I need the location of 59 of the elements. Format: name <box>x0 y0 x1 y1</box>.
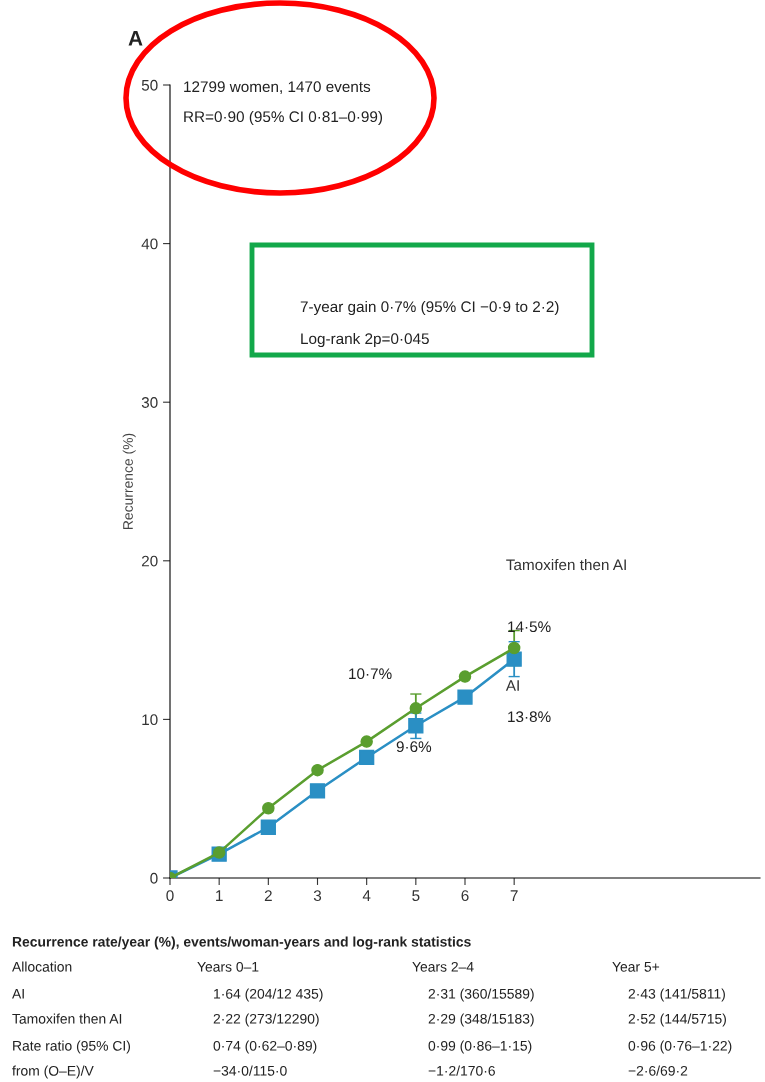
text: 1·64 (204/12 435) <box>214 988 323 1002</box>
text: Years 0–1 <box>197 961 259 972</box>
text: from (O–E)/V <box>12 1065 94 1079</box>
y-tick-label: 40 <box>141 238 158 250</box>
x-tick-label: 0 <box>166 890 174 902</box>
text: Allocation <box>12 961 72 972</box>
point <box>458 670 472 683</box>
text: 0·74 (0·62–0·89) <box>213 1040 317 1054</box>
text: Recurrence rate/year (%), events/woman-years and log-rank statistics <box>12 936 471 950</box>
point <box>506 651 522 667</box>
text: Tamoxifen then AI <box>506 558 626 571</box>
x-tick-label: 5 <box>412 890 420 902</box>
point <box>359 749 375 766</box>
x-tick-label: 1 <box>216 890 223 901</box>
text: 2·43 (141/5811) <box>628 988 725 1002</box>
point <box>409 702 423 715</box>
text: −2·6/69·2 <box>628 1065 688 1076</box>
point <box>309 783 326 799</box>
text: 0·99 (0·86–1·15) <box>428 1040 532 1054</box>
point <box>457 689 473 705</box>
text: 2·31 (360/15589) <box>428 988 534 1002</box>
y-tick-label: 20 <box>141 555 158 567</box>
y-axis-title: Recurrence (%) <box>122 433 136 529</box>
x-tick-label: 3 <box>313 890 322 902</box>
point <box>408 718 424 734</box>
y-tick-label: 30 <box>141 397 158 408</box>
annotation: 7-year gain 0·7% (95% CI −0·9 to 2·2) <box>300 300 559 316</box>
text: Years 2–4 <box>412 961 474 972</box>
point <box>360 735 373 748</box>
point <box>507 641 521 655</box>
annotation: 12799 women, 1470 events <box>184 81 371 94</box>
x-tick-label: 6 <box>461 890 469 902</box>
annotation: 14·5% <box>508 621 551 633</box>
y-tick-label: 50 <box>141 79 158 91</box>
text: Tamoxifen then AI <box>12 1013 122 1024</box>
text: 2·22 (273/12290) <box>213 1013 319 1027</box>
text: AI <box>12 989 24 999</box>
annotation: 9·6% <box>396 741 432 753</box>
text: Year 5+ <box>612 962 660 972</box>
point <box>260 819 276 835</box>
text: Rate ratio (95% CI) <box>13 1040 131 1054</box>
text: −34·0/115·0 <box>213 1065 287 1076</box>
annotation: 10·7% <box>349 668 392 680</box>
text: 2·29 (348/15183) <box>428 1013 534 1027</box>
annotation: Log-rank 2p=0·045 <box>301 332 429 348</box>
point <box>311 763 324 777</box>
text: −1·2/170·6 <box>428 1065 495 1076</box>
text: A <box>128 31 143 46</box>
y-tick-label: 10 <box>142 714 158 726</box>
y-tick-label: 0 <box>150 872 158 884</box>
text: 2·52 (144/5715) <box>628 1013 726 1027</box>
x-tick-label: 2 <box>264 890 272 901</box>
text: 0·96 (0·76–1·22) <box>628 1040 732 1054</box>
annotation: RR=0·90 (95% CI 0·81–0·99) <box>184 110 383 126</box>
point <box>262 801 275 815</box>
x-tick-label: 4 <box>362 890 371 901</box>
series-label: AI <box>505 680 519 691</box>
x-tick-label: 7 <box>510 890 518 901</box>
annotation: 13·8% <box>508 711 551 723</box>
